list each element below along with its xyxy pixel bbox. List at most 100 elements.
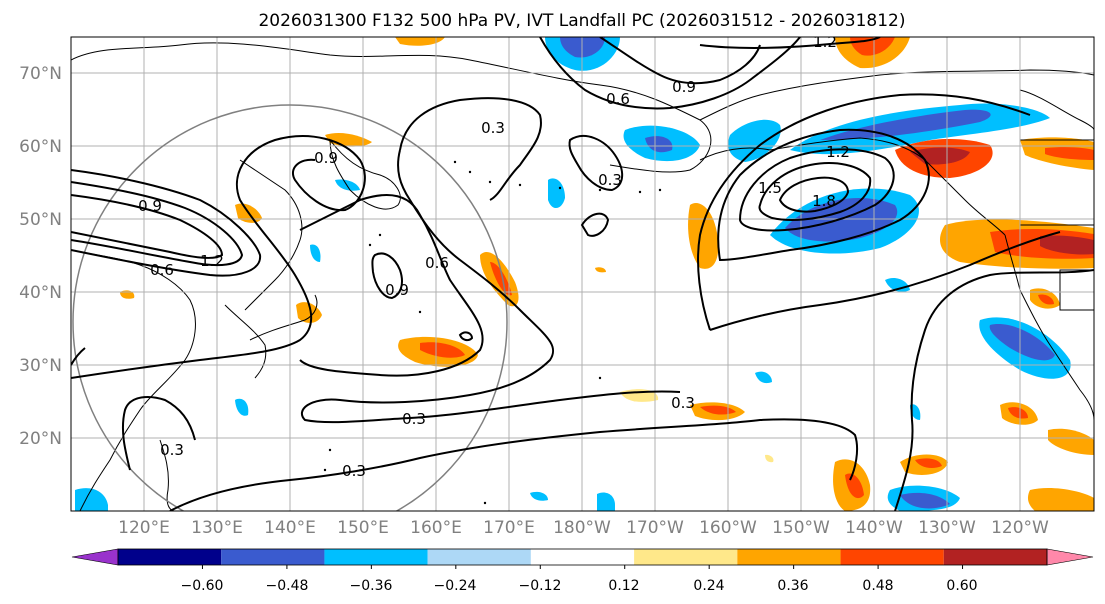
colorbar-tick-label: −0.48 xyxy=(266,578,309,594)
coast-canada-arctic xyxy=(1019,89,1094,131)
contour-small-2 xyxy=(458,331,474,342)
positive-anomaly-japan-south xyxy=(296,302,322,323)
positive-anomaly-pnw-core xyxy=(1040,235,1094,255)
colorbar-segment xyxy=(737,549,841,565)
lon-label: 170°W xyxy=(626,518,684,538)
positive-anomaly-sub8-core xyxy=(1038,294,1054,305)
positive-anomaly-sub9 xyxy=(1048,428,1094,455)
colorbar-extend-min xyxy=(71,548,119,566)
gridlines xyxy=(71,37,1094,511)
pv-contours xyxy=(71,37,1094,511)
lon-label: 120°W xyxy=(991,518,1049,538)
colorbar-tick-label: 0.12 xyxy=(608,578,639,594)
contour-0-6-west xyxy=(71,169,262,277)
map-frame xyxy=(70,36,1095,512)
contour-1-2-east xyxy=(738,148,895,232)
lon-label: 140°W xyxy=(845,518,903,538)
coast-asia-mainland xyxy=(71,249,196,511)
positive-anomaly-midpacific xyxy=(688,203,719,269)
lon-label: 170°E xyxy=(483,518,535,538)
contour-0-3-sw xyxy=(121,396,196,471)
negative-anomaly-alaska-core xyxy=(820,109,991,140)
lon-label: 150°W xyxy=(772,518,830,538)
lat-labels: 70°N 60°N 50°N 40°N 30°N 20°N xyxy=(19,64,62,449)
negative-anomaly-sub12 xyxy=(910,404,921,420)
colorbar-segment xyxy=(221,549,325,565)
contour-0-9-east xyxy=(717,128,930,262)
colorbar-tick-label: 0.60 xyxy=(946,578,977,594)
colorbar-tick-label: −0.60 xyxy=(181,578,224,594)
lat-label: 60°N xyxy=(19,137,62,157)
contour-0-6-main xyxy=(71,135,366,379)
contour-labels: 1.2 0.9 0.6 0.3 0.9 0.3 0.9 1.2 1.5 1.8 … xyxy=(138,33,850,480)
negative-anomaly-bering-core xyxy=(645,136,673,153)
island-dots xyxy=(323,160,662,505)
negative-anomaly-sub3 xyxy=(755,371,772,384)
contour-label: 0.6 xyxy=(425,254,449,272)
colorbar-segment xyxy=(118,549,222,565)
colorbar: −0.60 −0.48 −0.36 −0.24 −0.12 0.12 0.24 … xyxy=(71,548,1094,594)
positive-anomaly-central-core xyxy=(490,262,512,296)
contour-label: 1.2 xyxy=(826,143,850,161)
contour-0-6-southeast xyxy=(894,269,1094,511)
colorbar-segments xyxy=(71,548,1094,566)
lon-label: 130°E xyxy=(191,518,243,538)
colorbar-segment xyxy=(840,549,944,565)
positive-anomaly-south-core xyxy=(420,342,465,358)
contour-1-2-west xyxy=(71,194,224,259)
positive-anomaly-sub10 xyxy=(1027,487,1094,511)
lat-label: 40°N xyxy=(19,283,62,303)
positive-anomaly-sw4 xyxy=(595,267,606,273)
colorbar-segment xyxy=(427,549,531,565)
negative-anomaly-aleutian xyxy=(728,119,781,162)
contour-0-9-north xyxy=(599,37,761,85)
colorbar-tick-label: −0.24 xyxy=(434,578,477,594)
contour-1-2-north xyxy=(699,37,881,49)
landfall-region-circle xyxy=(72,104,508,511)
positive-anomaly-sub7-core xyxy=(1008,407,1028,419)
contour-label: 0.9 xyxy=(314,149,338,167)
lat-label: 70°N xyxy=(19,64,62,84)
contour-label: 0.3 xyxy=(402,410,426,428)
colorbar-segment xyxy=(634,549,738,565)
contour-label: 1.5 xyxy=(758,179,782,197)
negative-anomaly-philippine-sea xyxy=(235,398,249,416)
colorbar-ticks xyxy=(201,565,964,569)
lon-label: 150°E xyxy=(337,518,389,538)
contour-0-6-arc xyxy=(697,93,1031,331)
colorbar-extend-max xyxy=(1046,548,1094,566)
contour-label: 0.3 xyxy=(598,171,622,189)
contour-label: 1.2 xyxy=(813,33,837,51)
contour-label: 0.3 xyxy=(671,394,695,412)
contour-label: 0.3 xyxy=(160,441,184,459)
contour-0-3-bering xyxy=(568,135,624,192)
contour-0-9-main xyxy=(299,194,484,377)
colorbar-tick-label: −0.12 xyxy=(519,578,562,594)
positive-anomaly-sub2-core xyxy=(700,405,736,415)
colorbar-tick-label: 0.24 xyxy=(693,578,724,594)
contour-label: 0.6 xyxy=(606,90,630,108)
positive-anomaly-canada-core xyxy=(1045,147,1094,160)
colorbar-frame xyxy=(117,548,1048,566)
lon-labels: 120°E 130°E 140°E 150°E 160°E 170°E 180°… xyxy=(118,518,1049,538)
positive-anomaly-siberia xyxy=(395,37,445,46)
lon-label: 160°E xyxy=(410,518,462,538)
contour-label: 0.3 xyxy=(342,462,366,480)
coast-sakhalin-japan xyxy=(239,159,303,311)
colorbar-segment xyxy=(530,549,635,565)
colorbar-tick-label: 0.36 xyxy=(777,578,808,594)
contour-sw-stub xyxy=(71,347,86,366)
colorbar-tick-label: 0.48 xyxy=(862,578,893,594)
negative-anomaly-california-core xyxy=(989,324,1055,361)
map-panel: 1.2 0.9 0.6 0.3 0.9 0.3 0.9 1.2 1.5 1.8 … xyxy=(70,33,1095,512)
negative-anomaly-np1 xyxy=(548,178,565,209)
contour-0-3-south xyxy=(169,418,859,511)
coast-siberia xyxy=(71,42,712,173)
contour-0-9-small xyxy=(371,252,403,300)
coast-alaska-south xyxy=(699,137,1006,236)
contour-0-6-east xyxy=(709,231,1061,331)
contour-label: 0.6 xyxy=(150,261,174,279)
negative-anomaly-okhotsk xyxy=(335,179,360,191)
coast-honshu xyxy=(249,294,318,341)
